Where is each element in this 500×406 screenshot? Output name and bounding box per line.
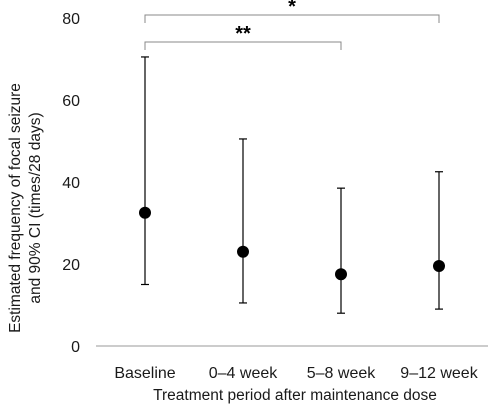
error-bar: [337, 187, 345, 314]
significance-bracket-line: [144, 14, 440, 23]
y-axis-ticks: 0 20 40 60 80: [62, 11, 80, 356]
error-bar: [239, 138, 247, 304]
error-bars: [141, 56, 443, 314]
x-axis-title: Treatment period after maintenance dose: [153, 387, 437, 404]
y-axis-title-line-1: Estimated frequency of focal seizure: [7, 83, 24, 333]
y-tick-label: 20: [62, 257, 80, 274]
significance-bracket: *: [144, 0, 440, 23]
significance-bracket: **: [144, 23, 342, 50]
x-tick-label: Baseline: [114, 365, 175, 382]
y-axis-title: Estimated frequency of focal seizure and…: [7, 83, 44, 333]
x-tick-label: 9–12 week: [400, 365, 478, 382]
data-point: [335, 268, 347, 281]
significance-label: **: [235, 23, 251, 45]
data-point: [139, 206, 151, 219]
y-tick-label: 0: [71, 339, 80, 356]
data-point: [237, 245, 249, 258]
x-tick-label: 5–8 week: [307, 365, 376, 382]
significance-bracket-line: [144, 41, 342, 50]
y-axis-title-line-2: and 90% CI (times/28 days): [27, 112, 44, 303]
y-tick-label: 80: [62, 11, 80, 28]
data-points: [139, 206, 445, 281]
data-point: [433, 260, 445, 273]
x-tick-label: 0–4 week: [209, 365, 278, 382]
significance-brackets: ***: [144, 0, 440, 50]
error-bar: [435, 171, 443, 310]
y-tick-label: 60: [62, 93, 80, 110]
y-tick-label: 40: [62, 175, 80, 192]
x-axis-ticks: Baseline 0–4 week 5–8 week 9–12 week: [114, 365, 478, 382]
error-bar: [141, 56, 149, 286]
significance-label: *: [288, 0, 296, 18]
